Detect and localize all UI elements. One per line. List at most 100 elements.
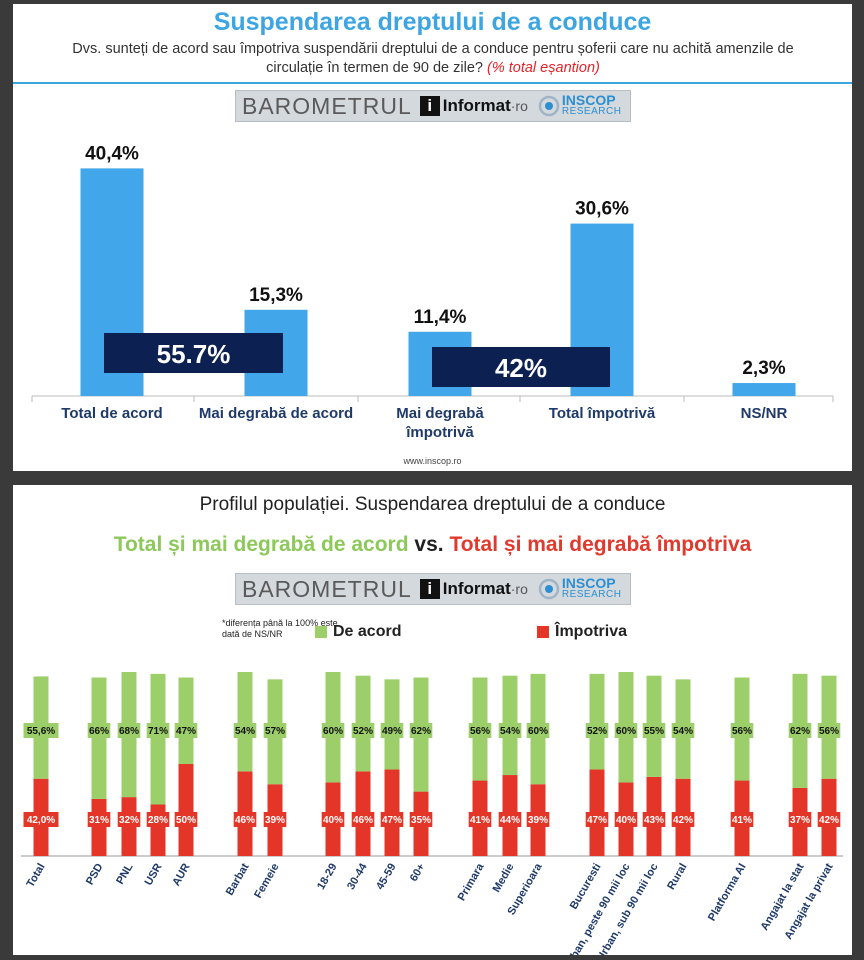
category-label: Femeie — [252, 862, 281, 901]
logo-informat-text-2: Informat — [442, 579, 511, 598]
inscop-swoosh-icon — [538, 95, 560, 117]
agree-value-label: 52% — [587, 726, 607, 737]
against-value-label: 47% — [587, 815, 607, 826]
logo-inscop-text-2: INSCOP — [561, 575, 616, 591]
category-label: PNL — [114, 861, 136, 886]
against-label-bg — [174, 812, 198, 827]
against-value-label: 28% — [148, 815, 168, 826]
logo-barometru: BAROMETRUL — [242, 92, 412, 119]
against-label-bg — [233, 812, 257, 827]
sum-annotation-box — [432, 347, 610, 387]
category-label: Total împotrivă — [549, 405, 656, 422]
profile-subtitle: Total și mai degrabă de acord vs. Total … — [13, 533, 852, 557]
against-label-bg — [380, 812, 404, 827]
page-title: Suspendarea dreptului de a conduce — [213, 8, 652, 36]
question-text: Dvs. sunteți de acord sau împotriva susp… — [72, 41, 794, 76]
barometru-logo: BAROMETRUL i Informat·ro INSCOP RESEARCH — [235, 90, 631, 122]
legend-against: Împotriva — [537, 623, 627, 641]
agree-label-bg — [409, 723, 433, 738]
against-label-bg — [409, 812, 433, 827]
agree-label-bg — [468, 723, 492, 738]
logo-informat-2: Informat·ro — [443, 579, 528, 599]
against-value-label: 43% — [644, 815, 664, 826]
subtitle-against: Total și mai degrabă împotriva — [449, 533, 752, 556]
sum-annotation-label: 42% — [495, 353, 547, 383]
legend-against-label: Împotriva — [555, 623, 628, 640]
against-label-bg — [817, 812, 841, 827]
legend-against-swatch — [537, 626, 549, 638]
against-label-bg — [23, 812, 59, 827]
against-label-bg — [87, 812, 111, 827]
agree-label-bg — [526, 723, 550, 738]
category-label: NS/NR — [741, 405, 788, 422]
legend-agree-label: De acord — [333, 623, 402, 640]
agree-label-bg — [174, 723, 198, 738]
logo-ro-text: ·ro — [510, 98, 528, 114]
agree-value-label: 60% — [528, 726, 548, 737]
category-label: Barbat — [224, 861, 252, 897]
bar-value-label: 15,3% — [249, 285, 303, 306]
against-value-label: 42% — [673, 815, 693, 826]
agree-value-label: 66% — [89, 726, 109, 737]
agree-value-label: 56% — [732, 726, 752, 737]
category-label: Platforma AI — [706, 862, 749, 924]
agree-value-label: 62% — [411, 726, 431, 737]
agree-value-label: 52% — [353, 726, 373, 737]
category-label: împotrivă — [405, 424, 474, 441]
logo-research-text-2: RESEARCH — [561, 589, 622, 600]
against-value-label: 32% — [119, 815, 139, 826]
logo-informat-text: Informat — [442, 96, 511, 115]
agree-value-label: 54% — [500, 726, 520, 737]
agree-value-label: 55% — [644, 726, 664, 737]
against-value-label: 46% — [235, 815, 255, 826]
agree-value-label: 57% — [265, 726, 285, 737]
category-label: USR — [143, 861, 165, 887]
against-value-label: 31% — [89, 815, 109, 826]
against-label-bg — [526, 812, 550, 827]
against-label-bg — [642, 812, 666, 827]
bar-value-label: 11,4% — [414, 307, 467, 328]
against-label-bg — [614, 812, 638, 827]
sum-annotation-label: 55.7% — [157, 339, 231, 369]
agree-bar — [178, 677, 194, 764]
against-value-label: 42% — [819, 815, 839, 826]
against-label-bg — [671, 812, 695, 827]
category-label: AUR — [170, 861, 192, 888]
against-value-label: 46% — [353, 815, 373, 826]
against-label-bg — [730, 812, 754, 827]
legend-agree: De acord — [315, 623, 401, 641]
agree-label-bg — [614, 723, 638, 738]
agree-label-bg — [321, 723, 345, 738]
top-panel: Suspendarea dreptului de a conduce Dvs. … — [13, 4, 852, 471]
against-bar — [178, 764, 194, 856]
category-label: Primara — [456, 861, 487, 903]
against-label-bg — [146, 812, 170, 827]
against-value-label: 39% — [528, 815, 548, 826]
category-label: PSD — [84, 861, 106, 887]
legend-agree-swatch — [315, 626, 327, 638]
category-label: 30-44 — [345, 861, 370, 892]
agree-label-bg — [642, 723, 666, 738]
agree-value-label: 55,6% — [27, 726, 55, 737]
agree-bar — [237, 672, 253, 772]
category-label: Total de acord — [61, 405, 162, 422]
category-label: Rural — [665, 862, 689, 892]
subtitle-agree: Total și mai degrabă de acord — [113, 533, 409, 556]
agree-bar — [150, 673, 166, 805]
website-link[interactable]: www.inscop.ro — [403, 456, 462, 466]
logo-barometru-2: BAROMETRUL — [242, 575, 412, 602]
agree-label-bg — [380, 723, 404, 738]
logo-research-text: RESEARCH — [561, 106, 622, 117]
agree-label-bg — [730, 723, 754, 738]
agree-value-label: 60% — [323, 726, 343, 737]
against-label-bg — [498, 812, 522, 827]
title-divider — [13, 82, 852, 84]
against-value-label: 40% — [323, 815, 343, 826]
against-bar — [91, 798, 107, 856]
against-value-label: 50% — [176, 815, 196, 826]
logo-inscop-text: INSCOP — [561, 92, 616, 108]
against-label-bg — [321, 812, 345, 827]
agree-value-label: 56% — [819, 726, 839, 737]
bottom-panel: Profilul populației. Suspendarea dreptul… — [13, 485, 852, 955]
agree-label-bg — [23, 723, 59, 738]
